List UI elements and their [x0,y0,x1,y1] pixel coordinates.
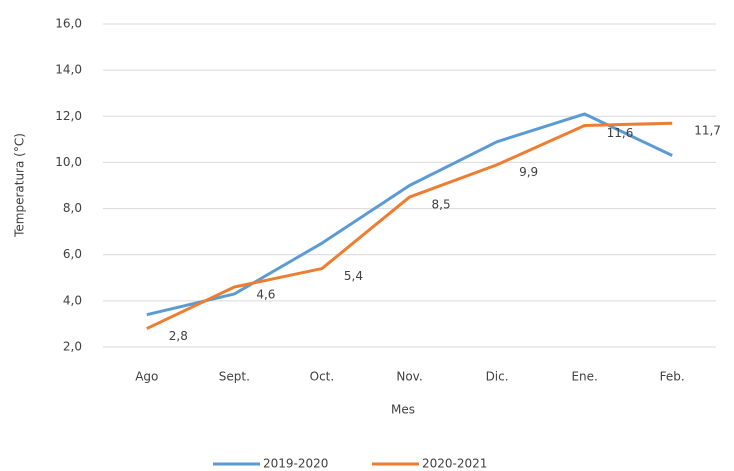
y-tick-label: 12,0 [55,109,82,123]
y-tick-label: 4,0 [63,293,82,307]
y-tick-label: 16,0 [55,17,82,31]
x-tick-label: Nov. [396,370,422,384]
x-tick-label: Sept. [219,370,250,384]
x-tick-label: Oct. [310,370,335,384]
x-tick-label: Ago [135,370,158,384]
data-label: 5,4 [344,269,363,283]
y-axis-title: Temperatura (°C) [13,133,27,238]
y-tick-label: 10,0 [55,155,82,169]
x-axis-title: Mes [391,403,415,417]
data-label: 11,7 [694,124,721,138]
data-label: 9,9 [519,165,538,179]
y-tick-label: 14,0 [55,63,82,77]
y-tick-label: 6,0 [63,247,82,261]
y-tick-label: 8,0 [63,201,82,215]
data-label: 2,8 [169,329,188,343]
data-label: 4,6 [256,288,275,302]
legend-label: 2019-2020 [263,457,328,471]
series-line [146,121,673,330]
x-tick-label: Ene. [571,370,597,384]
legend-label: 2020-2021 [422,457,487,471]
x-tick-label: Dic. [486,370,509,384]
series-line [146,112,673,317]
y-tick-label: 2,0 [63,340,82,354]
data-label: 8,5 [432,198,451,212]
x-tick-label: Feb. [660,370,685,384]
data-label: 11,6 [607,126,634,140]
